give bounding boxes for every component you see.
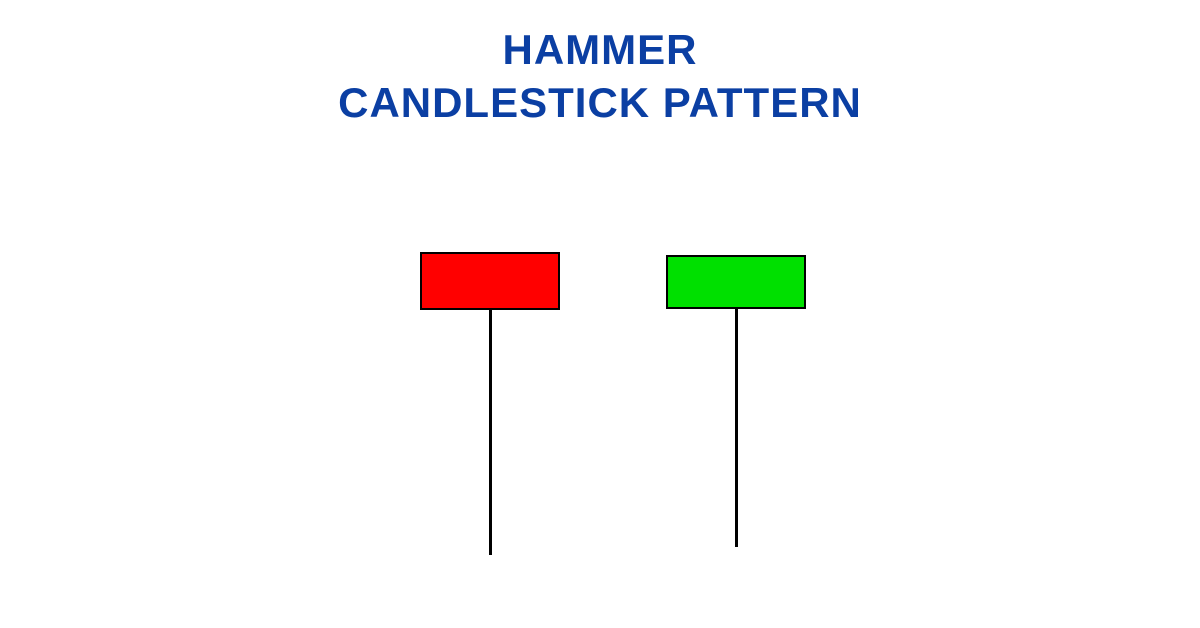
- candlestick-diagram: [0, 0, 1200, 628]
- hammer-red-wick: [489, 310, 492, 555]
- hammer-green-wick: [735, 309, 738, 547]
- hammer-red-body: [420, 252, 560, 310]
- hammer-green-body: [666, 255, 806, 309]
